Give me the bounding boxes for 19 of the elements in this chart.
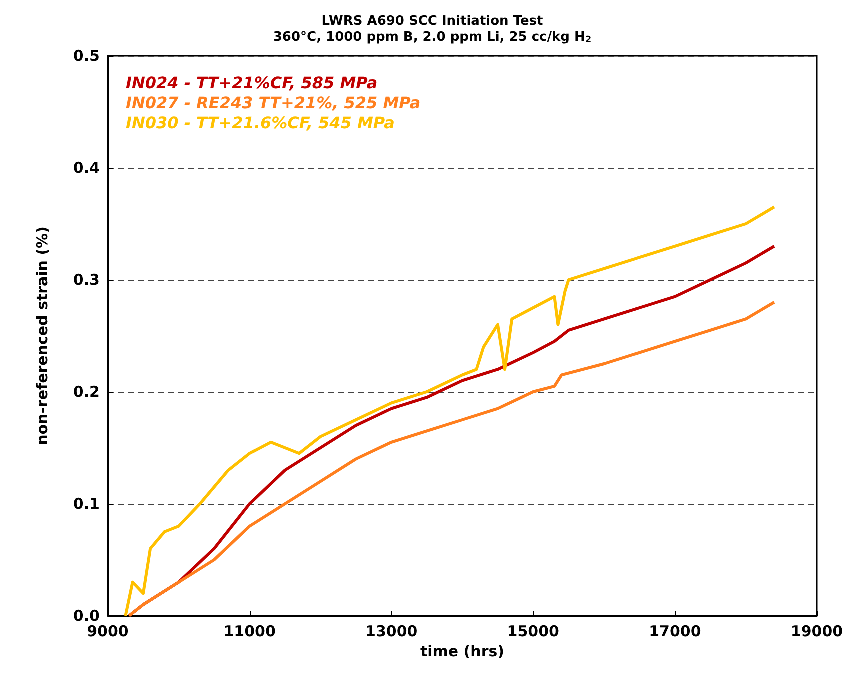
x-axis-title: time (hrs): [420, 642, 505, 660]
y-axis-title: non-referenced strain (%): [34, 226, 52, 446]
x-tick-label: 17000: [649, 622, 702, 640]
text: IN024 - TT+21%CF, 585 MPa: [126, 74, 378, 92]
y-tick-label: 0.1: [73, 495, 100, 513]
y-tick-label: 0.0: [73, 607, 100, 625]
x-tick-label: 15000: [507, 622, 560, 640]
x-tick-label: 13000: [366, 622, 418, 640]
x-tick-label: 9000: [87, 622, 129, 640]
text: IN030 - TT+21.6%CF, 545 MPa: [126, 114, 395, 132]
y-tick-label: 0.4: [73, 159, 100, 177]
x-tick-label: 11000: [224, 622, 276, 640]
x-tick-label: 19000: [790, 622, 844, 640]
y-tick-label: 0.3: [73, 271, 100, 289]
y-tick-label: 0.2: [73, 383, 100, 401]
chart-title: LWRS A690 SCC Initiation Test: [322, 14, 544, 29]
text: IN027 - RE243 TT+21%, 525 MPa: [126, 94, 421, 112]
y-tick-label: 0.5: [73, 47, 100, 65]
line-series: [128, 300, 776, 618]
